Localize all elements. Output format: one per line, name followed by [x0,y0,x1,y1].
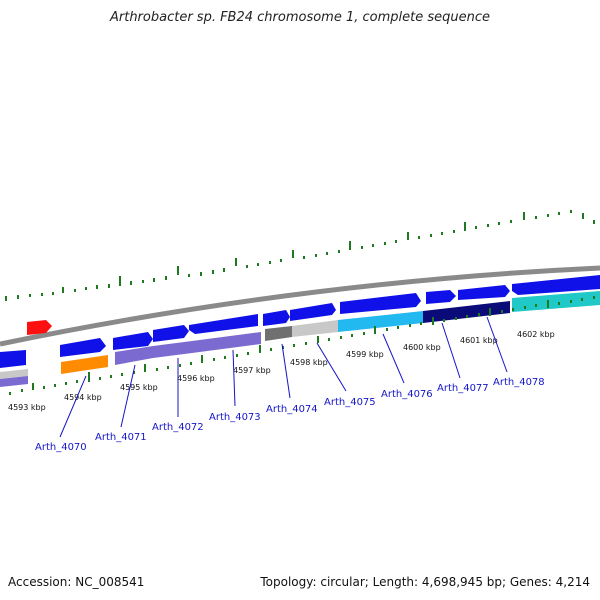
kbp-label: 4601 kbp [460,336,498,345]
gene-labels[interactable]: Arth_4070 Arth_4071 Arth_4072 Arth_4073 … [35,377,545,453]
feature-grey-dark[interactable] [265,326,292,341]
kbp-label: 4593 kbp [8,403,46,412]
gene-label-arth-4073[interactable]: Arth_4073 [209,412,261,423]
gene-label-arth-4071[interactable]: Arth_4071 [95,432,147,443]
gene-label-arth-4074[interactable]: Arth_4074 [266,404,318,415]
feature-grey-light[interactable] [292,320,338,337]
gene-arth-4074[interactable] [263,310,290,326]
gene-label-arth-4070[interactable]: Arth_4070 [35,442,87,453]
feature-left-purple[interactable] [0,376,28,387]
kbp-label: 4597 kbp [233,366,271,375]
kbp-label: 4596 kbp [177,374,215,383]
reverse-strand-genes[interactable] [0,291,600,387]
kbp-label: 4599 kbp [346,350,384,359]
kbp-label: 4598 kbp [290,358,328,367]
gene-label-arth-4072[interactable]: Arth_4072 [152,422,204,433]
gene-arth-4078[interactable] [458,285,510,300]
feature-teal[interactable] [512,291,600,312]
feature-orange[interactable] [61,355,108,374]
gene-arth-4077[interactable] [426,290,456,304]
feature-purple-2[interactable] [153,341,192,358]
kbp-label: 4600 kbp [403,343,441,352]
feature-left-grey[interactable] [0,369,28,379]
gene-forward-right[interactable] [512,275,600,295]
kbp-label: 4594 kbp [64,393,102,402]
gene-label-leaders [59,316,508,438]
sequence-backbone [0,265,600,347]
gene-label-arth-4077[interactable]: Arth_4077 [437,383,489,394]
feature-purple-3[interactable] [192,332,261,353]
gene-arth-4073[interactable] [189,314,258,334]
gene-red[interactable] [27,320,52,335]
kbp-labels: 4593 kbp 4594 kbp 4595 kbp 4596 kbp 4597… [8,330,555,412]
forward-strand-genes[interactable] [0,275,600,368]
feature-navy-1[interactable] [423,307,458,323]
gene-arth-4076[interactable] [340,293,421,314]
gene-label-arth-4075[interactable]: Arth_4075 [324,397,376,408]
gene-arth-4075[interactable] [290,303,336,321]
accession-text: Accession: NC_008541 [8,575,145,589]
outer-tick-track [5,210,595,301]
genome-stats-text: Topology: circular; Length: 4,698,945 bp… [260,575,590,589]
gene-forward-left[interactable] [0,350,26,368]
feature-cyan[interactable] [338,311,423,332]
inner-tick-track [9,296,595,395]
map-title: Arthrobacter sp. FB24 chromosome 1, comp… [109,10,491,25]
kbp-label: 4602 kbp [517,330,555,339]
gene-label-arth-4078[interactable]: Arth_4078 [493,377,545,388]
feature-navy-2[interactable] [458,301,510,319]
gene-arth-4070-fwd[interactable] [60,338,106,357]
feature-purple-1[interactable] [115,346,153,365]
gene-label-arth-4076[interactable]: Arth_4076 [381,389,433,400]
kbp-label: 4595 kbp [120,383,158,392]
gene-arth-4071[interactable] [113,332,153,350]
gene-arth-4072[interactable] [153,325,189,342]
